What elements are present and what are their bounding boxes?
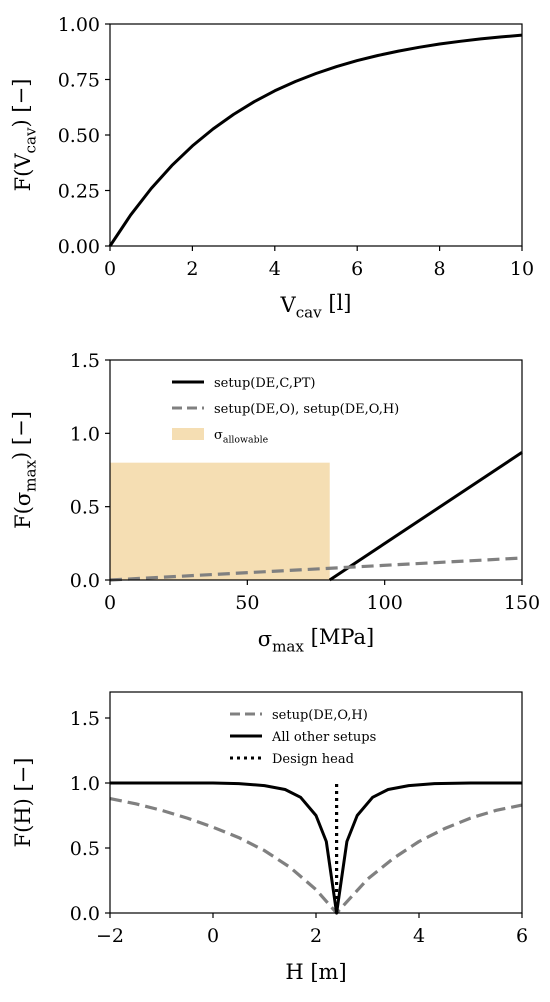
y-axis-label: F(σmax) [−] [9,411,39,529]
x-tick-label: 100 [367,592,403,614]
x-tick-label: 0 [207,925,219,947]
y-tick-label: 0.5 [70,497,100,519]
axes-frame [109,691,523,914]
y-tick-label: 0.5 [70,838,100,860]
series-line-3-2 [110,781,522,915]
series-line-2-2 [109,556,523,582]
legend-label: setup(DE,C,PT) [214,376,316,391]
y-tick-label: 0.75 [58,70,100,92]
x-axis-label: Vcav [l] [280,291,352,321]
x-tick-label: 6 [516,925,528,947]
legend-swatch [172,428,204,440]
x-tick-label: 10 [510,258,534,280]
y-tick-label: 0.50 [58,125,100,147]
chart-panel-1: 0 2 4 6 8 10 0.00 0.25 0.50 0.75 1.00 Vcav [l] F(Vca… [9,14,534,321]
x-tick-label: 6 [351,258,363,280]
y-axis-label: F(Vcav) [−] [9,79,39,192]
y-tick-label: 0.25 [58,181,100,203]
y-tick-label: 0.0 [70,570,100,592]
legend-label: Design head [272,752,354,767]
chart-panel-2: 0 50 100 150 0.0 0.5 1.0 1.5 σmax [MPa] F(σmax) [… [9,350,540,655]
x-axis-label: H [m] [285,960,346,984]
legend: setup(DE,C,PT) setup(DE,O), setup(DE,O,H)… [172,376,399,445]
y-tick-label: 0.00 [58,236,100,258]
chart-panel-3: −2 0 2 4 6 0.0 0.5 1.0 1.5 H [m] F(H) [−] setup(DE,… [11,691,528,984]
x-tick-label: 150 [504,592,540,614]
x-tick-label: 0 [104,258,116,280]
x-tick-label: −2 [96,925,124,947]
x-tick-label: 4 [413,925,425,947]
y-axis-label: F(H) [−] [11,758,35,848]
y-tick-label: 1.5 [70,350,100,372]
series-line-2-1 [328,451,523,582]
y-tick-label: 1.0 [70,423,100,445]
x-tick-label: 2 [186,258,198,280]
y-tick-label: 1.0 [70,773,100,795]
x-tick-label: 50 [235,592,259,614]
x-tick-label: 2 [310,925,322,947]
legend: setup(DE,O,H) All other setups Design head [230,708,376,767]
legend-label: All other setups [271,730,376,745]
legend-label: σallowable [214,428,269,445]
allowable-stress-region [110,462,330,580]
legend-label: setup(DE,O,H) [272,708,368,723]
x-axis-label: σmax [MPa] [258,625,374,655]
y-tick-label: 1.00 [58,14,100,36]
series-line-3-1 [109,797,523,915]
y-tick-label: 0.0 [70,903,100,925]
axes-frame [109,23,523,247]
x-tick-label: 0 [104,592,116,614]
x-tick-label: 4 [269,258,281,280]
series-line-1-1 [108,33,523,247]
y-tick-label: 1.5 [70,708,100,730]
x-tick-label: 8 [434,258,446,280]
legend-label: setup(DE,O), setup(DE,O,H) [214,402,399,417]
axes-frame [109,359,523,581]
